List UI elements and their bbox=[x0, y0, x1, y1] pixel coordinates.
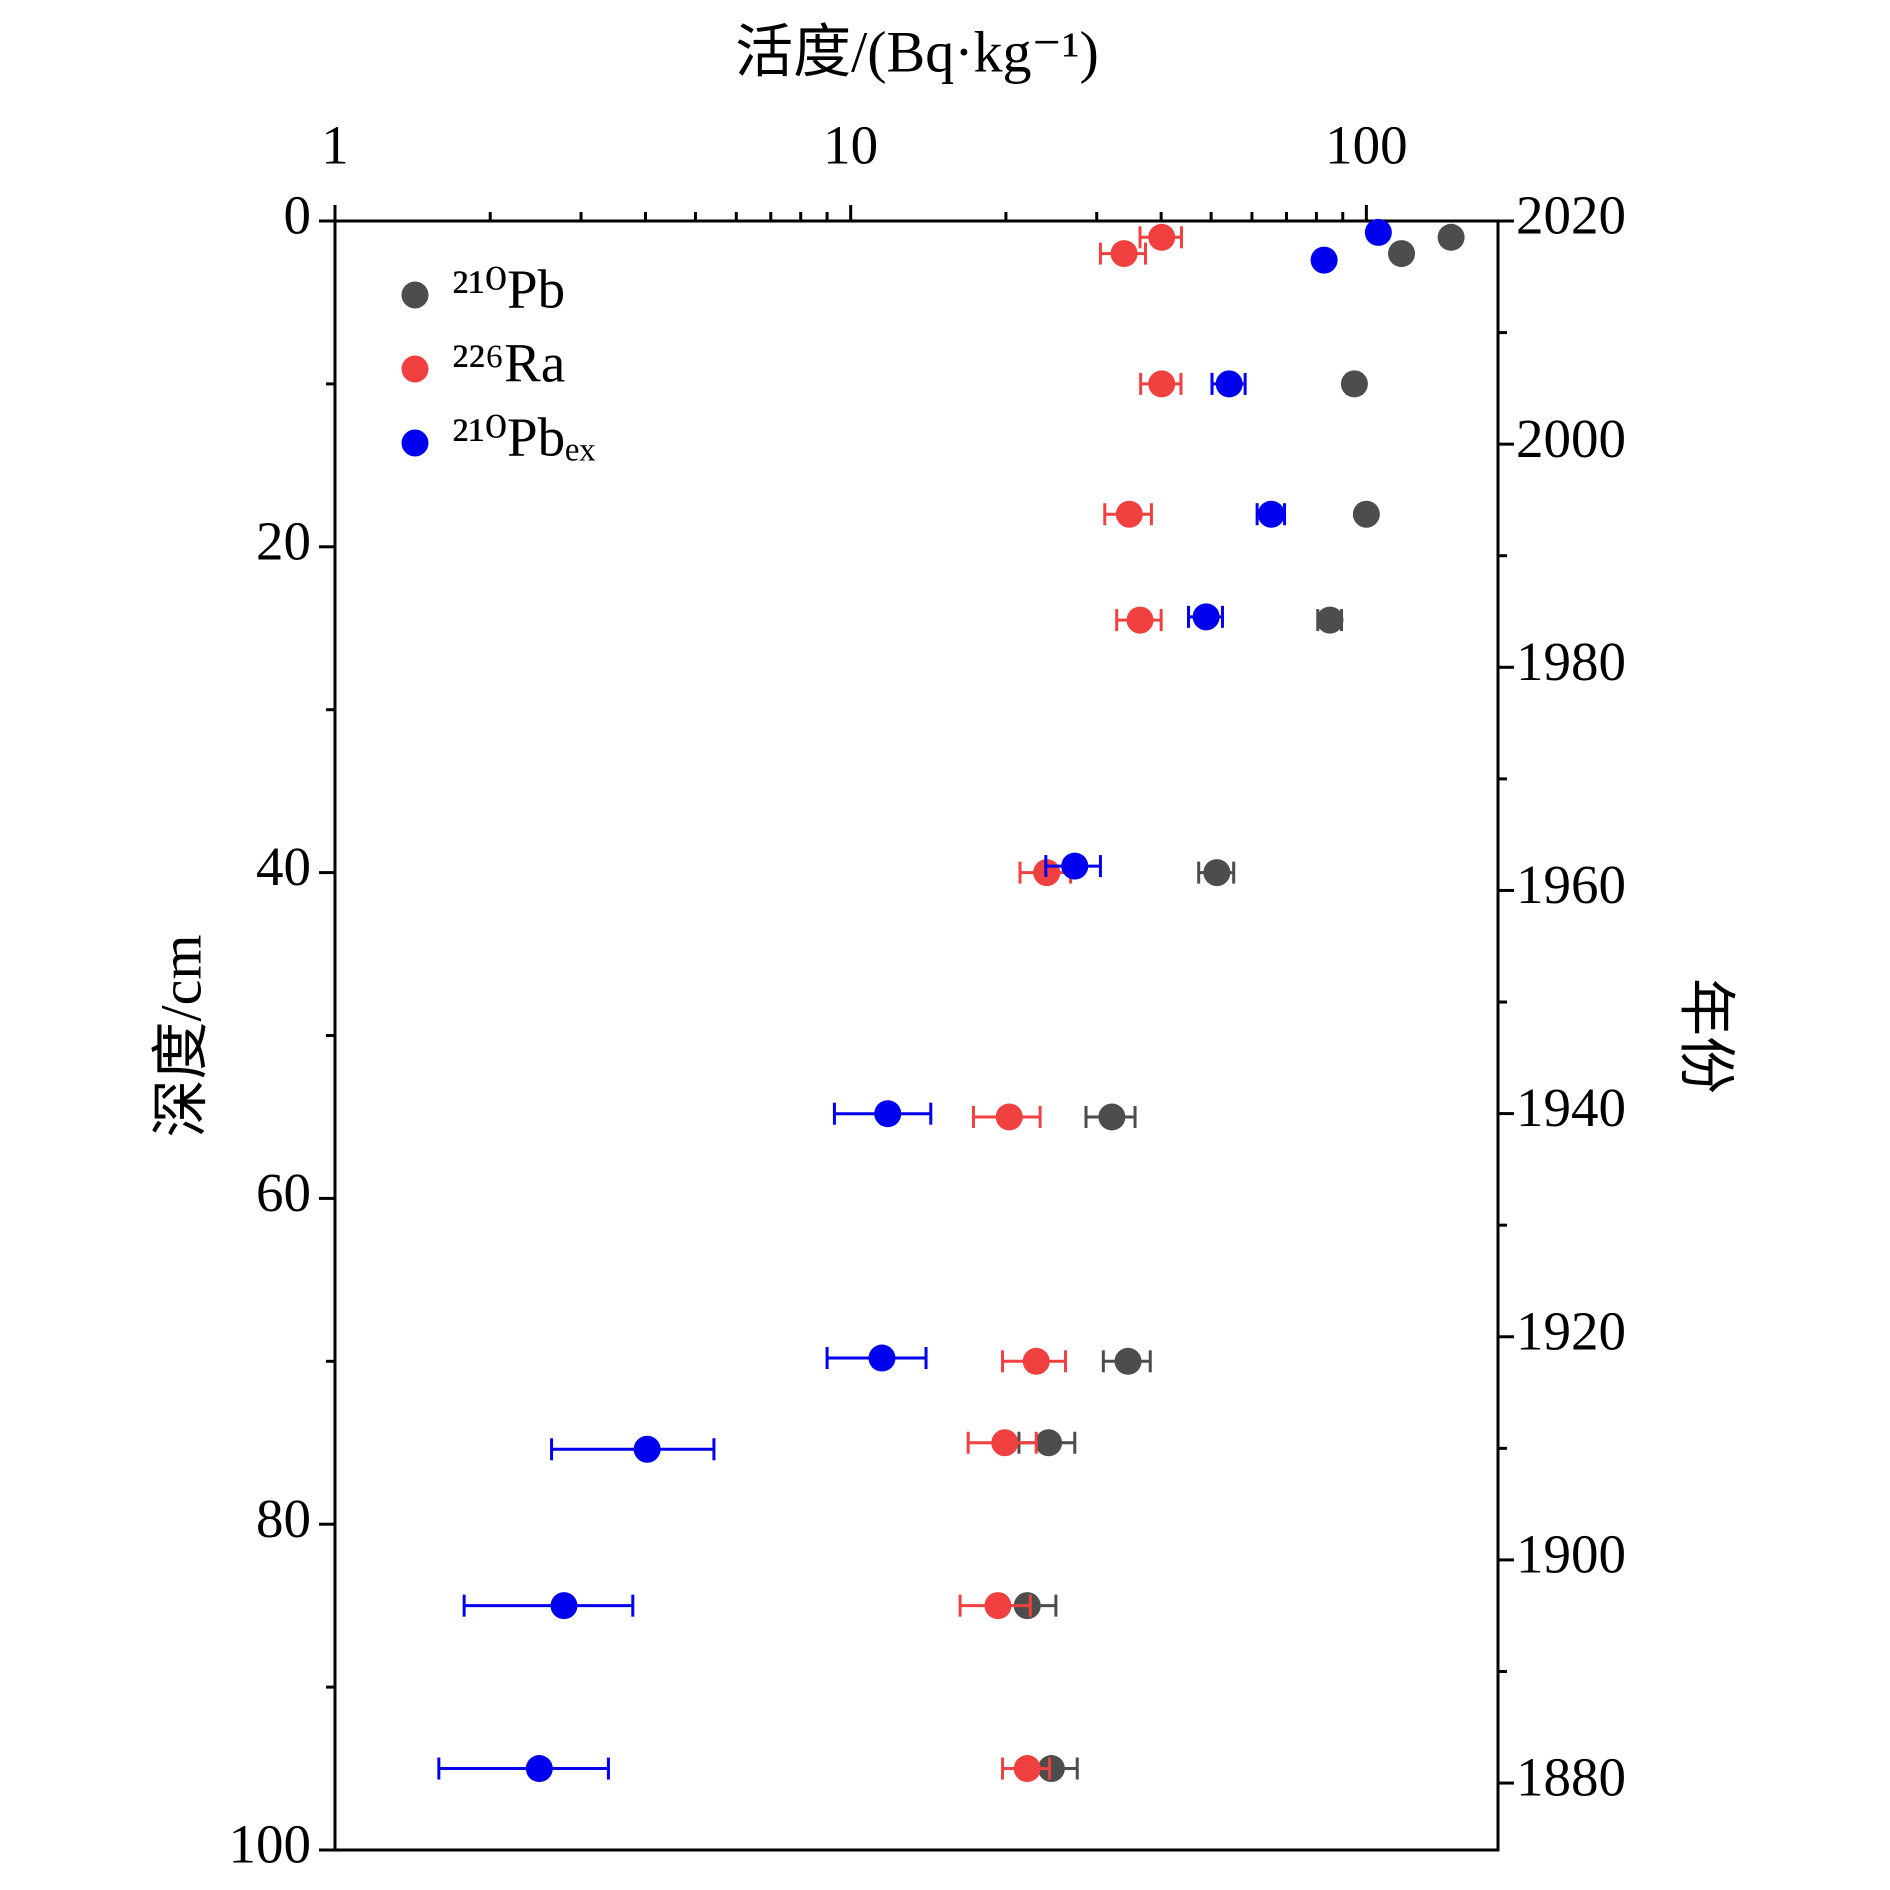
x-tick-label: 100 bbox=[1325, 115, 1408, 176]
point bbox=[984, 1592, 1012, 1620]
y-tick-label: 100 bbox=[229, 1814, 312, 1875]
point bbox=[1364, 218, 1392, 246]
point bbox=[1192, 603, 1220, 631]
point bbox=[1340, 370, 1368, 398]
point bbox=[1148, 223, 1176, 251]
point bbox=[874, 1100, 902, 1128]
point bbox=[1115, 500, 1143, 528]
y2-tick-label: 1880 bbox=[1516, 1747, 1626, 1808]
y-tick-label: 80 bbox=[256, 1488, 311, 1549]
point bbox=[991, 1429, 1019, 1457]
point bbox=[1110, 240, 1138, 268]
legend-marker bbox=[401, 429, 429, 457]
x-tick-label: 10 bbox=[823, 115, 878, 176]
legend-label: ²¹⁰Pb bbox=[452, 259, 565, 320]
point bbox=[550, 1592, 578, 1620]
point bbox=[1388, 240, 1416, 268]
point bbox=[1215, 370, 1243, 398]
point bbox=[1035, 1429, 1063, 1457]
y2-tick-label: 1960 bbox=[1516, 854, 1626, 915]
y2-axis-label: 年份 bbox=[1674, 978, 1739, 1094]
point bbox=[633, 1435, 661, 1463]
point bbox=[1203, 859, 1231, 887]
point bbox=[1148, 370, 1176, 398]
y2-tick-label: 1980 bbox=[1516, 631, 1626, 692]
point bbox=[1114, 1347, 1142, 1375]
point bbox=[525, 1755, 553, 1783]
x-tick-label: 1 bbox=[321, 115, 349, 176]
y2-tick-label: 1900 bbox=[1516, 1524, 1626, 1585]
legend-label: ²¹⁰Pbₑₓ bbox=[452, 407, 595, 468]
point bbox=[1437, 223, 1465, 251]
point bbox=[1013, 1755, 1041, 1783]
point bbox=[1352, 500, 1380, 528]
point bbox=[1037, 1755, 1065, 1783]
point bbox=[1022, 1347, 1050, 1375]
y-tick-label: 0 bbox=[284, 185, 312, 246]
legend-marker bbox=[401, 355, 429, 383]
legend-marker bbox=[401, 281, 429, 309]
chart-title: 活度/(Bq·kg⁻¹) bbox=[735, 19, 1099, 84]
point bbox=[1310, 246, 1338, 274]
point bbox=[1257, 500, 1285, 528]
y2-tick-label: 1940 bbox=[1516, 1077, 1626, 1138]
y-axis-label: 深度/cm bbox=[148, 935, 213, 1138]
point bbox=[1316, 606, 1344, 634]
y-tick-label: 20 bbox=[256, 510, 311, 571]
point bbox=[1126, 606, 1154, 634]
y2-tick-label: 1920 bbox=[1516, 1300, 1626, 1361]
y-tick-label: 60 bbox=[256, 1162, 311, 1223]
point bbox=[1098, 1103, 1126, 1131]
y2-tick-label: 2020 bbox=[1516, 185, 1626, 246]
point bbox=[868, 1344, 896, 1372]
y-tick-label: 40 bbox=[256, 836, 311, 897]
y2-tick-label: 2000 bbox=[1516, 408, 1626, 469]
point bbox=[1061, 852, 1089, 880]
legend-label: ²²⁶Ra bbox=[452, 333, 565, 394]
point bbox=[995, 1103, 1023, 1131]
